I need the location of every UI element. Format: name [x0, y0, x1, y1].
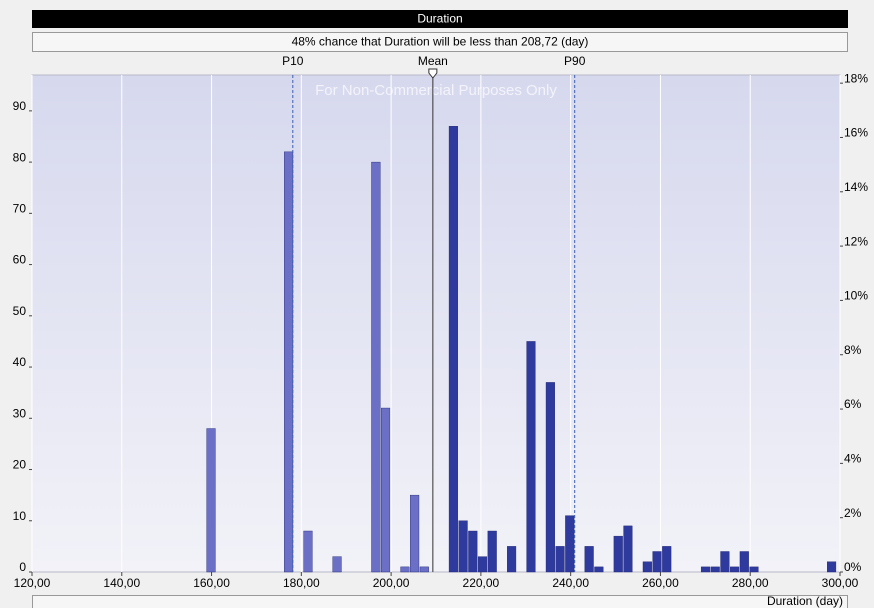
mean-pointer	[428, 68, 438, 79]
subtitle-box	[32, 32, 848, 52]
bar	[332, 556, 342, 573]
bar	[507, 546, 517, 573]
y-tick-label: 80	[13, 150, 27, 164]
bar	[555, 546, 565, 573]
marker-label: Mean	[418, 54, 448, 68]
plot-area	[31, 74, 841, 573]
x-tick-label: 180,00	[283, 576, 320, 590]
x-tick-label: 140,00	[103, 576, 140, 590]
bar	[623, 525, 633, 573]
bar	[594, 566, 604, 573]
bar	[380, 407, 391, 573]
y2-tick-label: 10%	[844, 289, 868, 303]
bar	[652, 551, 662, 573]
marker-label: P10	[282, 54, 304, 68]
bar	[700, 566, 711, 573]
bar	[662, 546, 672, 573]
x-axis-label: Duration (day)	[767, 594, 843, 608]
bar	[545, 382, 555, 573]
x-tick-label: 260,00	[642, 576, 679, 590]
bar	[284, 151, 294, 573]
x-label-box	[32, 595, 848, 608]
chart-subtitle: 48% chance that Duration will be less th…	[292, 35, 589, 49]
y-tick-label: 90	[13, 99, 27, 113]
x-tick-label: 280,00	[732, 576, 769, 590]
y2-tick-label: 2%	[844, 506, 862, 520]
y2-tick-label: 8%	[844, 343, 862, 357]
bar	[720, 551, 730, 573]
bar	[458, 520, 468, 573]
y-tick-label: 70	[13, 202, 27, 216]
y-tick-label: 0	[19, 560, 26, 574]
y-tick-label: 50	[13, 304, 27, 318]
y-tick-label: 40	[13, 355, 27, 369]
x-tick-label: 200,00	[373, 576, 410, 590]
watermark: For Non-Commercial Purposes Only	[315, 82, 557, 99]
y2-tick-label: 0%	[844, 560, 862, 574]
bar	[448, 126, 458, 573]
y-tick-label: 20	[13, 458, 27, 472]
y2-tick-label: 16%	[844, 126, 868, 140]
y-tick-label: 30	[13, 406, 27, 420]
y2-tick-label: 18%	[844, 71, 868, 85]
bar	[526, 341, 536, 573]
bar	[371, 161, 381, 573]
x-tick-label: 220,00	[463, 576, 500, 590]
marker-label: P90	[564, 54, 586, 68]
bar	[410, 494, 420, 573]
bar	[419, 566, 429, 573]
x-tick-label: 160,00	[193, 576, 230, 590]
bar	[400, 566, 410, 573]
x-tick-label: 300,00	[822, 576, 859, 590]
bar	[642, 561, 652, 573]
bar	[730, 566, 740, 573]
bar	[487, 530, 497, 573]
y2-tick-label: 12%	[844, 234, 868, 248]
y2-tick-label: 4%	[844, 452, 862, 466]
bar	[613, 535, 623, 573]
bar	[827, 561, 837, 573]
bar	[749, 566, 759, 573]
bar	[565, 515, 575, 573]
bar	[468, 530, 478, 573]
bar	[303, 530, 313, 573]
title-bar	[32, 10, 848, 28]
bar	[477, 556, 488, 573]
y2-tick-label: 14%	[844, 180, 868, 194]
x-tick-label: 240,00	[552, 576, 589, 590]
y-tick-label: 10	[13, 509, 27, 523]
bar	[206, 428, 216, 573]
chart-title: Duration	[417, 12, 462, 26]
bar	[710, 566, 720, 573]
y2-tick-label: 6%	[844, 397, 862, 411]
y-tick-label: 60	[13, 253, 27, 267]
x-tick-label: 120,00	[14, 576, 51, 590]
bar	[584, 546, 594, 573]
bar	[739, 551, 749, 573]
